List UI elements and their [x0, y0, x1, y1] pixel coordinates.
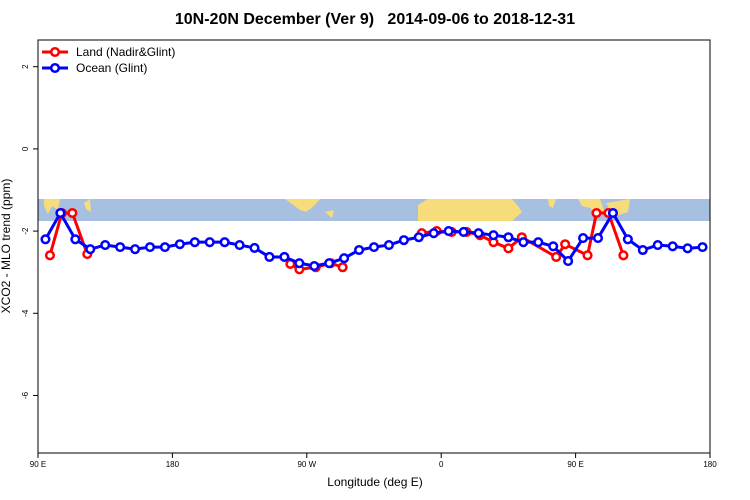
data-point [339, 253, 350, 264]
data-point [428, 228, 439, 239]
data-point [443, 226, 454, 237]
data-point [551, 251, 562, 263]
data-point [174, 239, 185, 250]
map-land [285, 199, 320, 212]
plot-frame [37, 39, 711, 454]
data-point [592, 233, 604, 244]
data-point [533, 237, 544, 248]
data-point [44, 250, 55, 261]
data-point [473, 228, 484, 239]
data-point [189, 237, 200, 248]
map-land [325, 210, 334, 218]
data-point [85, 244, 96, 255]
x-tick-label: 180 [166, 460, 180, 469]
data-point [70, 234, 81, 245]
data-point [234, 240, 245, 251]
legend-marker [49, 46, 61, 58]
data-point [591, 207, 602, 219]
data-point [279, 251, 290, 263]
map-land [418, 199, 522, 221]
chart-title: 10N-20N December (Ver 9) 2014-09-06 to 2… [175, 11, 575, 28]
y-tick-label: -2 [21, 227, 30, 235]
world-map-strip [38, 199, 710, 221]
data-point [563, 256, 574, 267]
data-point [697, 242, 708, 253]
data-point [368, 242, 380, 253]
data-point [413, 232, 424, 243]
x-axis-label: Longitude (deg E) [327, 475, 422, 489]
data-point [637, 244, 648, 256]
x-tick-label: 90 E [30, 460, 46, 469]
y-tick-label: -4 [21, 309, 30, 317]
data-point [115, 242, 126, 253]
data-point [100, 240, 111, 251]
map-ocean [38, 199, 710, 221]
x-tick-label: 0 [439, 460, 444, 469]
data-point [249, 242, 260, 253]
x-tick-label: 90 W [297, 460, 316, 469]
y-tick-label: 2 [21, 64, 30, 69]
data-point [294, 258, 305, 269]
data-point [622, 234, 633, 245]
legend: Land (Nadir&Glint) Ocean (Glint) [42, 45, 175, 75]
data-point [130, 244, 141, 255]
x-tick-label: 90 E [567, 460, 583, 469]
legend-label: Land (Nadir&Glint) [76, 45, 175, 59]
data-point [354, 244, 365, 256]
data-point [383, 240, 394, 251]
data-point [55, 207, 66, 219]
data-point [652, 240, 663, 251]
data-point [159, 242, 170, 253]
data-point [518, 237, 529, 248]
data-point [398, 235, 409, 246]
data-point [337, 262, 348, 273]
data-point [144, 242, 156, 253]
y-axis-label: XCO2 - MLO trend (ppm) [0, 179, 13, 314]
data-point [682, 243, 693, 254]
x-tick-label: 180 [703, 460, 717, 469]
data-point [607, 207, 618, 219]
data-point [667, 241, 678, 252]
data-point [458, 226, 469, 237]
data-point [264, 251, 275, 263]
data-point [309, 260, 320, 272]
data-point [40, 234, 51, 245]
y-tick-label: -6 [21, 391, 30, 399]
legend-marker [49, 62, 61, 74]
y-tick-label: 0 [21, 146, 30, 151]
map-land [84, 199, 91, 212]
data-point [578, 233, 589, 244]
data-point [488, 230, 499, 241]
data-point [503, 243, 514, 254]
map-land [548, 199, 556, 208]
legend-label: Ocean (Glint) [76, 61, 147, 75]
data-point [324, 258, 335, 269]
data-point [219, 237, 230, 248]
data-point [204, 237, 215, 248]
data-point [582, 250, 593, 261]
map-land [44, 199, 60, 214]
data-point [618, 250, 629, 261]
data-point [560, 239, 571, 250]
data-point [503, 232, 514, 243]
data-point [548, 241, 559, 252]
data-point [67, 207, 78, 219]
